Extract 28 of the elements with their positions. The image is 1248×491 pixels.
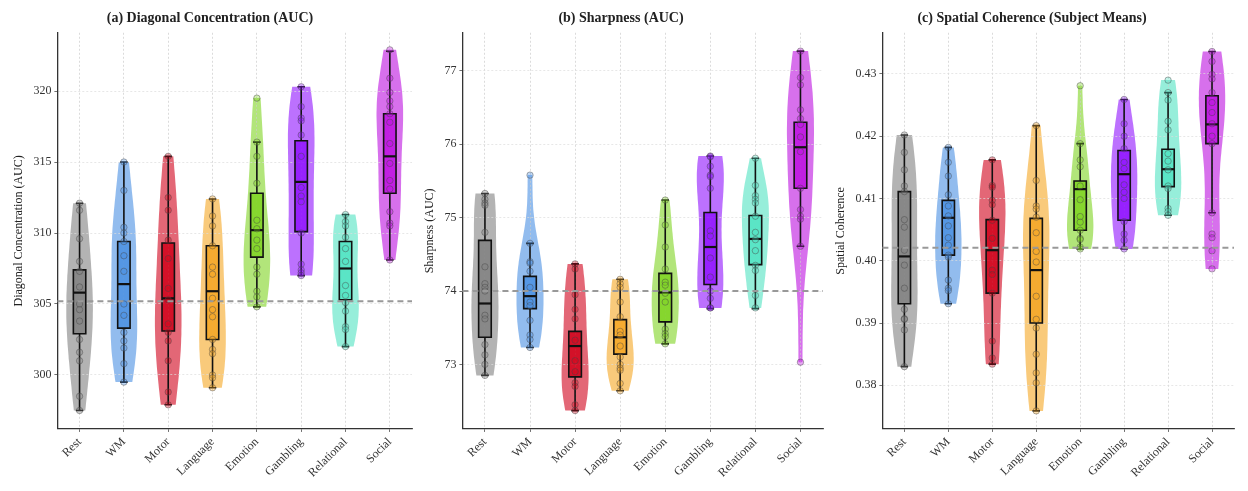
y-tick-label: 0.38 [855, 377, 877, 392]
y-tick-label: 75 [444, 209, 457, 224]
y-axis-title: Sharpness (AUC) [422, 188, 437, 274]
x-tick-label: Rest [464, 434, 490, 460]
x-tick-label: Rest [883, 434, 910, 460]
y-tick-label: 305 [33, 296, 52, 311]
y-tick-label: 315 [33, 154, 52, 169]
y-tick-label: 76 [444, 136, 457, 151]
y-tick-label: 0.43 [855, 66, 877, 81]
x-tick-label: WM [102, 434, 129, 460]
y-tick-label: 77 [444, 63, 457, 78]
y-tick-label: 74 [444, 283, 457, 298]
y-tick-label: 0.39 [855, 315, 877, 330]
chart-title: (a) Diagonal Concentration (AUC) [106, 10, 314, 27]
y-tick-label: 300 [33, 367, 52, 382]
y-axis-title: Diagonal Concentration (AUC) [11, 155, 26, 307]
x-tick-label: Rest [58, 434, 85, 460]
y-axis-title: Spatial Coherence [833, 187, 848, 275]
x-tick-label: WM [508, 434, 535, 460]
x-tick-label: WM [927, 434, 953, 460]
y-tick-label: 0.42 [855, 128, 877, 143]
y-tick-label: 0.40 [855, 252, 877, 267]
y-tick-label: 320 [33, 83, 52, 98]
chart-title: (c) Spatial Coherence (Subject Means) [917, 10, 1147, 27]
y-tick-label: 73 [444, 356, 457, 371]
y-tick-label: 310 [33, 225, 52, 240]
chart-title: (b) Sharpness (AUC) [558, 10, 684, 27]
y-tick-label: 0.41 [855, 190, 877, 205]
